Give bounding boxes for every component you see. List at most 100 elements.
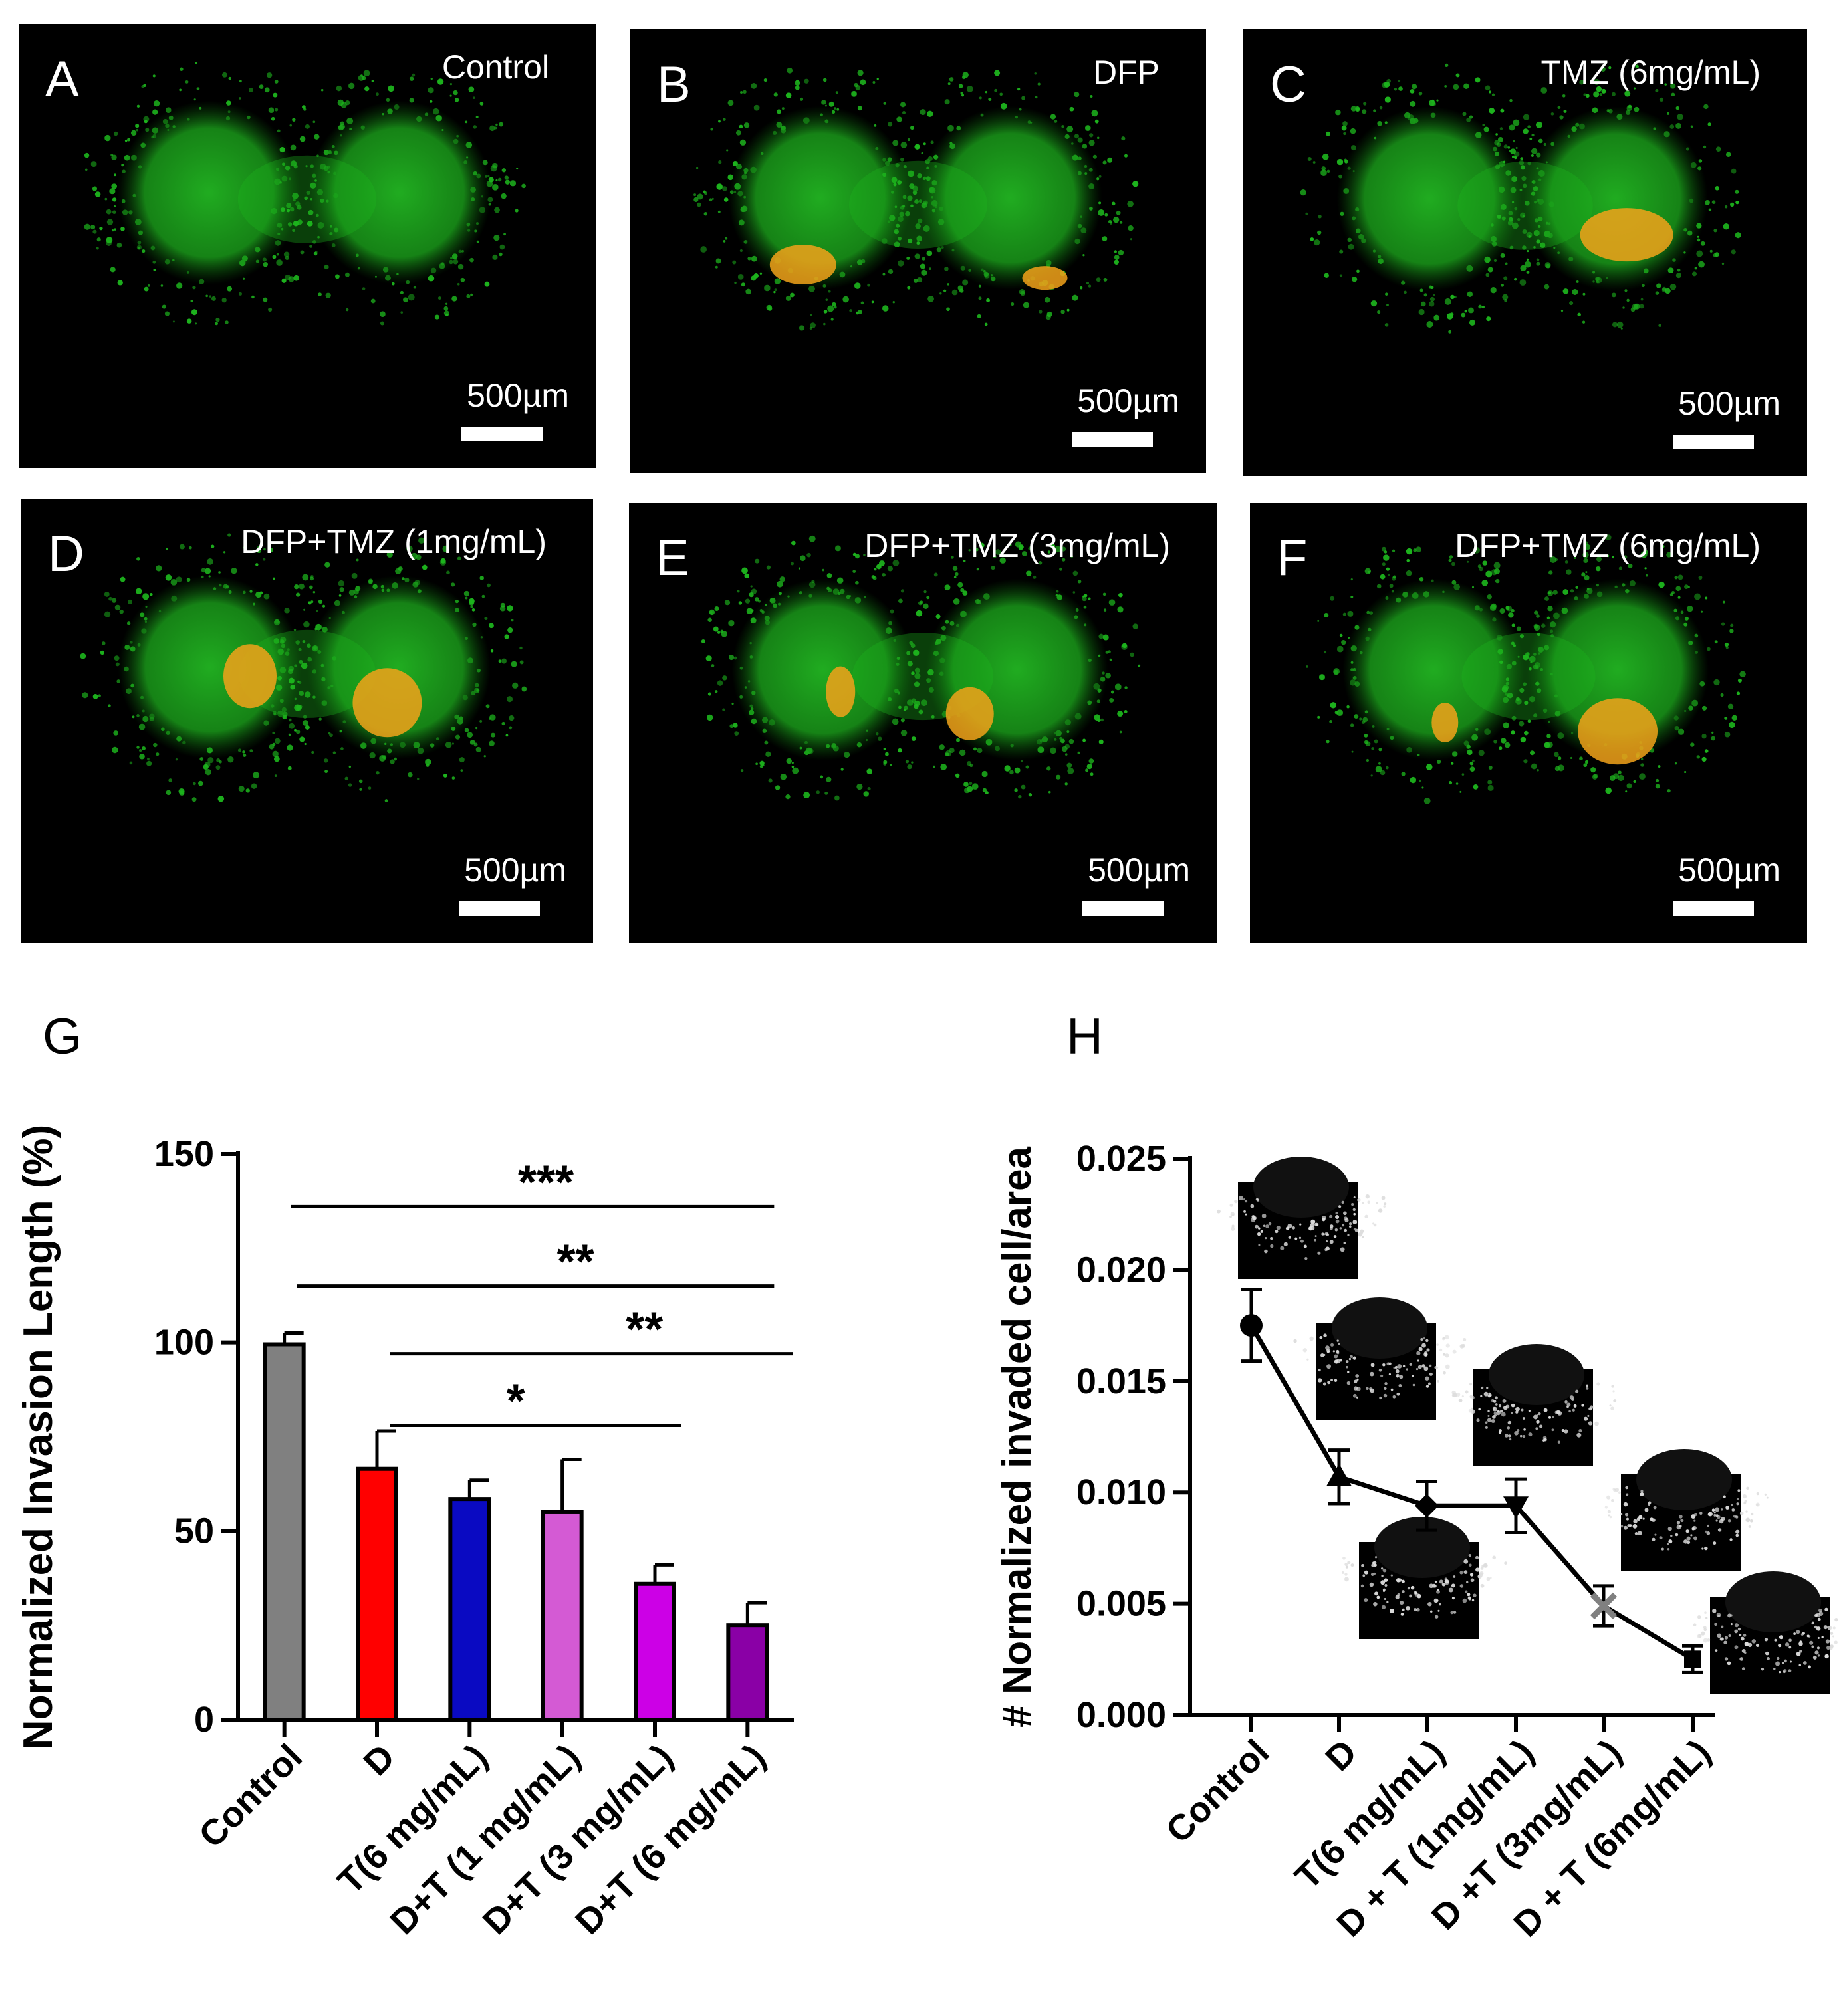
- fluorescent-cell: [871, 575, 876, 579]
- fluorescent-cell: [469, 740, 475, 745]
- fluorescent-cell: [947, 283, 949, 286]
- fluorescent-cell: [1582, 292, 1586, 296]
- fluorescent-cell: [1544, 596, 1549, 601]
- fluorescent-cell: [723, 240, 726, 243]
- fluorescent-cell: [290, 144, 297, 151]
- fluorescent-cell: [882, 305, 889, 312]
- fluorescent-cell: [1477, 564, 1481, 568]
- fluorescent-cell: [917, 277, 923, 283]
- fluorescent-cell: [312, 120, 316, 124]
- fluorescent-cell: [417, 778, 420, 780]
- fluorescent-cell: [1088, 597, 1091, 600]
- fluorescent-cell: [1721, 262, 1725, 265]
- fluorescent-cell: [927, 110, 933, 117]
- fluorescent-cell: [1121, 136, 1126, 141]
- fluorescent-cell: [944, 584, 951, 591]
- fluorescent-cell: [1467, 291, 1473, 297]
- fluorescent-cell: [1321, 166, 1326, 171]
- fluorescent-cell: [993, 554, 997, 558]
- fluorescent-cell: [1522, 245, 1527, 250]
- fluorescent-cell: [1503, 697, 1509, 703]
- fluorescent-cell: [1533, 246, 1536, 249]
- fluorescent-cell: [136, 104, 140, 108]
- fluorescent-cell: [928, 267, 931, 271]
- fluorescent-cell: [923, 142, 926, 146]
- fluorescent-cell: [717, 680, 723, 686]
- fluorescent-cell: [828, 101, 834, 107]
- fluorescent-cell: [211, 544, 215, 548]
- fluorescent-cell: [1662, 286, 1667, 292]
- fluorescent-cell: [141, 85, 144, 88]
- fluorescent-cell: [413, 286, 417, 289]
- fluorescent-cell: [1720, 693, 1724, 697]
- fluorescent-cell: [153, 269, 156, 271]
- fluorescent-cell: [1713, 253, 1717, 257]
- fluorescent-cell: [1467, 560, 1469, 563]
- fluorescent-cell: [1114, 683, 1122, 691]
- fluorescent-cell: [1096, 277, 1101, 282]
- fluorescent-cell: [460, 769, 463, 772]
- fluorescent-cell: [1305, 212, 1308, 215]
- fluorescent-cell: [302, 720, 308, 726]
- fluorescent-cell: [227, 756, 234, 763]
- fluorescent-cell: [345, 100, 350, 106]
- fluorescent-cell: [887, 157, 892, 162]
- fluorescent-cell: [1108, 599, 1116, 606]
- fluorescent-cell: [449, 94, 452, 97]
- fluorescent-cell: [1004, 765, 1011, 772]
- fluorescent-cell: [1103, 608, 1107, 612]
- fluorescent-cell: [1370, 300, 1378, 307]
- g-significance-label: **: [626, 1303, 663, 1357]
- panel-label-a: A: [45, 51, 79, 108]
- fluorescent-cell: [1527, 249, 1529, 253]
- fluorescent-cell: [1584, 544, 1591, 550]
- fluorescent-cell: [266, 72, 273, 78]
- fluorescent-cell: [1341, 640, 1346, 645]
- fluorescent-cell: [759, 272, 763, 275]
- fluorescent-cell: [957, 582, 963, 588]
- fluorescent-cell: [827, 305, 834, 312]
- fluorescent-cell: [1410, 89, 1415, 94]
- fluorescent-cell: [751, 83, 757, 89]
- fluorescent-cell: [1326, 169, 1330, 173]
- fluorescent-cell: [304, 691, 311, 698]
- fluorescent-cell: [1596, 86, 1602, 92]
- fluorescent-cell: [1546, 734, 1551, 738]
- fluorescent-cell: [914, 667, 920, 673]
- fluorescent-cell: [798, 567, 801, 570]
- fluorescent-cell: [780, 774, 787, 780]
- fluorescent-cell: [1724, 716, 1728, 720]
- fluorescent-cell: [1658, 581, 1665, 588]
- fluorescent-cell: [731, 702, 734, 705]
- fluorescent-cell: [1085, 768, 1089, 772]
- g-y-tick-label: 150: [154, 1134, 214, 1174]
- fluorescent-cell: [933, 765, 935, 768]
- fluorescent-cell: [1415, 546, 1421, 552]
- fluorescent-cell: [273, 638, 280, 644]
- fluorescent-cell: [1388, 573, 1390, 576]
- fluorescent-cell: [325, 292, 331, 298]
- fluorescent-cell: [1715, 186, 1719, 191]
- fluorescent-cell: [1324, 273, 1329, 278]
- fluorescent-cell: [1656, 778, 1660, 782]
- fluorescent-cell: [703, 191, 708, 195]
- fluorescent-cell: [920, 109, 926, 116]
- fluorescent-cell: [1495, 578, 1500, 584]
- fluorescent-cell: [746, 608, 753, 615]
- micrograph-panel-d: D DFP+TMZ (1mg/mL) 500µm: [21, 499, 593, 943]
- fluorescent-cell: [940, 764, 947, 770]
- fluorescent-cell: [705, 655, 712, 662]
- fluorescent-cell: [1490, 287, 1497, 294]
- fluorescent-cell: [795, 80, 800, 86]
- fluorescent-cell: [1698, 576, 1703, 580]
- fluorescent-cell: [892, 301, 895, 304]
- fluorescent-cell: [268, 107, 275, 114]
- fluorescent-cell: [403, 297, 408, 303]
- fluorescent-cell: [863, 791, 869, 797]
- fluorescent-cell: [914, 144, 920, 150]
- fluorescent-cell: [1376, 584, 1382, 589]
- g-x-tick-label: D: [356, 1737, 402, 1783]
- fluorescent-cell: [916, 235, 923, 242]
- fluorescent-cell: [152, 74, 156, 78]
- fluorescent-cell: [1708, 208, 1712, 211]
